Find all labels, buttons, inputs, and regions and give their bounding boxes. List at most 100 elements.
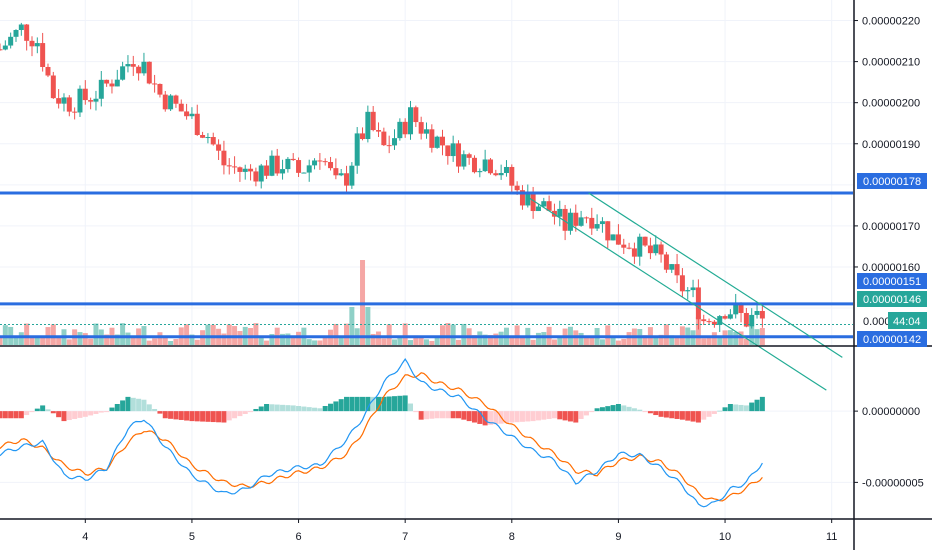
macd-histogram-bar [759,396,765,412]
macd-histogram-bar [344,396,350,412]
volume-bar [365,307,371,345]
candle-body [317,160,323,162]
macd-histogram-bar [301,406,307,412]
candle-body [679,275,685,292]
macd-histogram-bar [360,396,366,412]
volume-bar [402,323,408,345]
macd-histogram-bar [674,411,680,419]
candle-body [328,162,334,169]
candle-body [184,111,190,117]
macd-histogram-bar [690,411,696,422]
macd-histogram-bar [104,411,110,413]
candle-body [541,201,547,207]
macd-histogram-bar [727,404,733,412]
candle-body [408,107,414,135]
macd-histogram-bar [439,411,445,419]
candle-body [306,165,312,173]
volume-bar [551,339,557,345]
macd-histogram-bar [530,411,536,422]
macd-histogram-bar [541,411,547,420]
channel-lines[interactable] [527,192,843,391]
volume-bar [557,336,563,345]
macd-histogram-bar [184,411,190,421]
macd-histogram-bar [29,411,35,413]
candle-body [578,217,584,226]
price-axis[interactable]: 0.00000220 0.00000210 0.00000200 0.00000190… [854,16,924,490]
macd-line [0,358,763,508]
macd-histogram-bar [312,407,318,412]
macd-histogram-bar [376,396,382,412]
macd-histogram-bar [461,411,467,420]
macd-histogram-bar [471,411,477,423]
macd-histogram-bar [210,411,216,423]
macd-histogram-bar [402,395,408,412]
macd-histogram-bar [743,405,749,412]
macd-histogram-bar [695,411,701,423]
macd-histogram-bar [370,396,376,412]
candle-body [322,161,328,163]
macd-histogram-bar [434,411,440,419]
volume-bar [40,336,46,345]
macd-histogram-bar [445,411,451,419]
macd-histogram-bar [242,411,248,414]
macd-histogram-bar [637,409,643,412]
time-axis[interactable]: 4 5 6 7 8 9 10 11 [82,519,837,543]
volume-bar [2,325,8,345]
volume-bar [253,323,259,345]
macd-histogram-bar [615,404,621,412]
volume-bar [77,332,83,345]
volume-bar [93,323,99,345]
macd-histogram-bar [114,404,120,412]
macd-histogram-bar [18,411,24,419]
macd-histogram-bar [424,411,429,420]
candle-body [82,88,88,101]
macd-histogram-bar [397,395,403,412]
volume-bar [120,323,126,345]
volume-bar [487,335,493,345]
volume-bar [322,336,328,345]
candle-body [701,319,707,322]
volume-bar [210,324,216,345]
candle-body [18,24,24,31]
time-axis-label: 4 [82,531,88,543]
macd-histogram-bar [525,411,531,422]
volume-bar [663,324,669,345]
candle-body [338,173,344,176]
candle-body [738,303,744,313]
candle-body [402,121,408,135]
macd-histogram-bar [392,396,398,412]
level-lines[interactable] [0,191,853,339]
candle-body [77,88,83,113]
macd-histogram-bar [514,411,520,423]
candle-body [674,264,680,276]
macd-histogram-bar [152,408,158,412]
volume-bar [221,333,227,345]
price-grid [0,0,853,345]
countdown-badge [888,312,927,329]
macd-histogram-bar [381,396,387,412]
macd-histogram-bar [408,403,414,412]
candle-body [471,157,477,173]
time-axis-label: 8 [509,531,515,543]
candle-body [439,136,445,146]
candle-body [360,133,366,139]
volume-bar [658,334,664,345]
macd-histogram-bar [88,411,94,416]
volume-bar [226,324,232,345]
candle-body [653,244,659,254]
candle-body [754,310,760,315]
price-tag [857,331,927,347]
macd-histogram-bar [519,411,525,422]
volume-bar [392,339,398,345]
candle-body [130,64,136,67]
candle-body [669,264,675,270]
candle-body [626,247,632,249]
candle-body [567,212,573,231]
macd-histogram-bar [237,411,243,417]
candle-body [557,208,563,217]
volume-bar [205,324,211,345]
macd-histogram-bar [264,404,270,412]
volume-bar [312,340,318,345]
candle-body [168,95,174,110]
